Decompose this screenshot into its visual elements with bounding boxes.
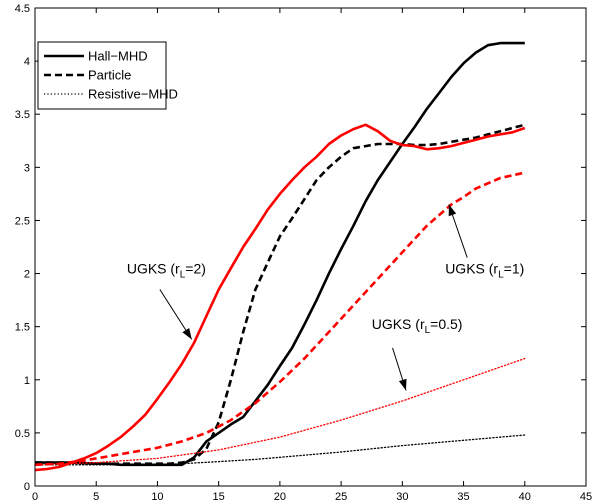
annotation-arrowhead <box>398 378 407 391</box>
x-tick-label: 20 <box>274 491 286 503</box>
y-tick-label: 4.5 <box>15 3 30 15</box>
annotation-label: UGKS (rL=1) <box>445 261 524 281</box>
legend-label: Hall−MHD <box>88 49 148 64</box>
y-tick-label: 0 <box>24 481 30 493</box>
annotation-label: UGKS (rL=0.5) <box>372 316 463 336</box>
y-tick-label: 2.5 <box>15 215 30 227</box>
x-tick-label: 40 <box>519 491 531 503</box>
y-tick-label: 3 <box>24 162 30 174</box>
annotation-arrowhead <box>182 328 192 340</box>
y-tick-label: 1 <box>24 375 30 387</box>
y-tick-label: 1.5 <box>15 322 30 334</box>
x-tick-label: 30 <box>396 491 408 503</box>
y-tick-label: 3.5 <box>15 109 30 121</box>
legend-label: Particle <box>88 68 131 83</box>
series-line-3 <box>34 123 526 472</box>
y-tick-label: 2 <box>24 269 30 281</box>
x-tick-label: 35 <box>457 491 469 503</box>
x-tick-label: 15 <box>213 491 225 503</box>
series-line-5 <box>34 357 526 466</box>
series-line-2 <box>34 434 526 466</box>
annotation-arrowhead <box>448 204 457 217</box>
annotation-layer: UGKS (rL=2) UGKS (rL=1) UGKS (rL=0.5) <box>127 204 524 391</box>
legend: Hall−MHD Particle Resistive−MHD <box>37 41 178 110</box>
y-tick-label: 0.5 <box>15 428 30 440</box>
annotation-label: UGKS (rL=2) <box>127 261 206 281</box>
x-tick-label: 5 <box>93 491 99 503</box>
tick-layer: 0 5 10 15 20 25 30 35 40 45 0 0.5 1 1.5 2 2.5 3 3.5 4 4.5 <box>15 3 592 503</box>
series-layer <box>34 41 526 472</box>
series-line-1 <box>35 123 526 466</box>
x-tick-label: 25 <box>335 491 347 503</box>
series-line-4 <box>34 171 526 467</box>
x-tick-label: 10 <box>151 491 163 503</box>
x-tick-label: 0 <box>32 491 38 503</box>
y-tick-label: 4 <box>24 56 30 68</box>
legend-label: Resistive−MHD <box>88 87 178 102</box>
x-tick-label: 45 <box>580 491 592 503</box>
plot-frame <box>34 7 587 487</box>
